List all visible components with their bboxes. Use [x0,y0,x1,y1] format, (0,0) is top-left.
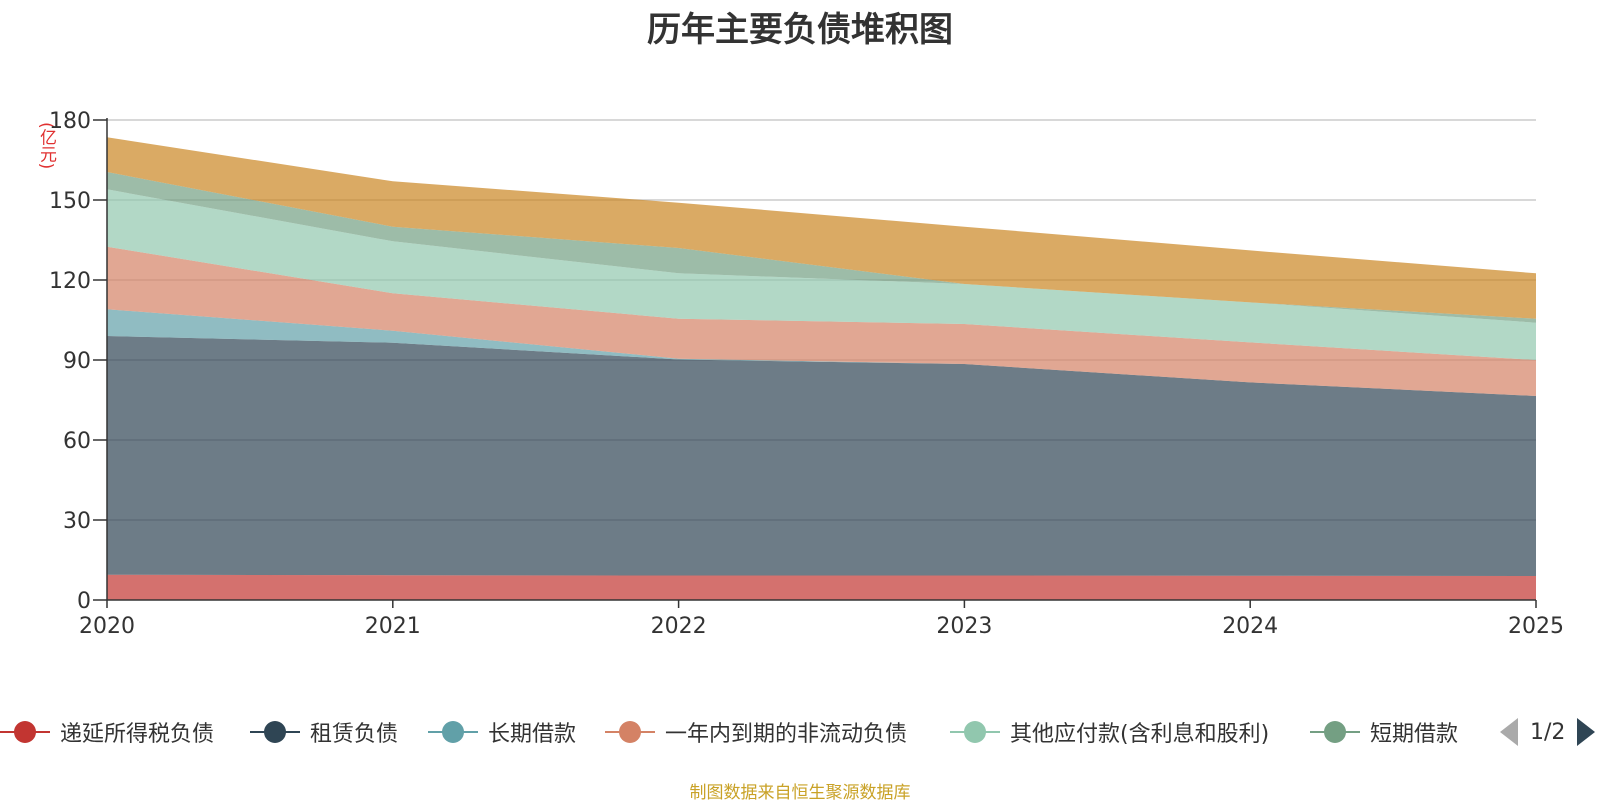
legend-item[interactable]: 一年内到期的非流动负债 [605,712,907,752]
area-series-5 [107,189,1536,360]
legend-item[interactable]: 短期借款 [1310,712,1458,752]
legend-label: 递延所得税负债 [60,722,215,747]
data-source-note: 制图数据来自恒生聚源数据库 [689,783,911,803]
x-tick-label: 2024 [1222,614,1278,639]
x-tick-label: 2020 [79,614,135,639]
legend-label: 长期借款 [488,722,577,747]
y-tick-label: 120 [49,269,91,294]
x-tick-label: 2025 [1508,614,1564,639]
legend-item[interactable]: 租赁负债 [250,712,398,752]
y-tick-label: 30 [63,509,91,534]
y-tick-label: 90 [63,349,91,374]
legend-item[interactable]: 长期借款 [428,712,576,752]
y-tick-label: 150 [49,189,91,214]
area-series-2 [107,336,1536,576]
x-tick-label: 2022 [651,614,707,639]
legend-label: 租赁负债 [310,722,399,747]
legend-marker-icon [1310,717,1360,747]
area-series-7 [107,137,1536,319]
x-tick-label: 2021 [365,614,421,639]
legend-label: 一年内到期的非流动负债 [665,722,908,747]
chart-legend: 递延所得税负债 租赁负债 长期借款 一年内到期的非流动负债 其他应付款(含利息和股利) 短… [0,712,1600,752]
y-axis-unit-label: (亿元) [36,122,56,170]
pager-prev-icon[interactable] [1500,718,1518,746]
y-tick-label: 180 [49,109,91,134]
area-series-1 [107,574,1536,600]
legend-marker-icon [605,717,655,747]
legend-label: 其他应付款(含利息和股利) [1010,722,1270,747]
legend-pager: 1/2 [1500,712,1596,752]
legend-item[interactable]: 递延所得税负债 [0,712,214,752]
chart-title: 历年主要负债堆积图 [647,10,953,50]
legend-label: 短期借款 [1370,722,1459,747]
pager-text: 1/2 [1530,719,1566,745]
y-tick-label: 0 [77,589,91,614]
pager-next-icon[interactable] [1577,718,1596,746]
x-tick-label: 2023 [936,614,992,639]
legend-marker-icon [428,717,478,747]
legend-marker-icon [0,717,50,747]
legend-marker-icon [950,717,1000,747]
legend-item[interactable]: 其他应付款(含利息和股利) [950,712,1269,752]
y-tick-label: 60 [63,429,91,454]
legend-marker-icon [250,717,300,747]
